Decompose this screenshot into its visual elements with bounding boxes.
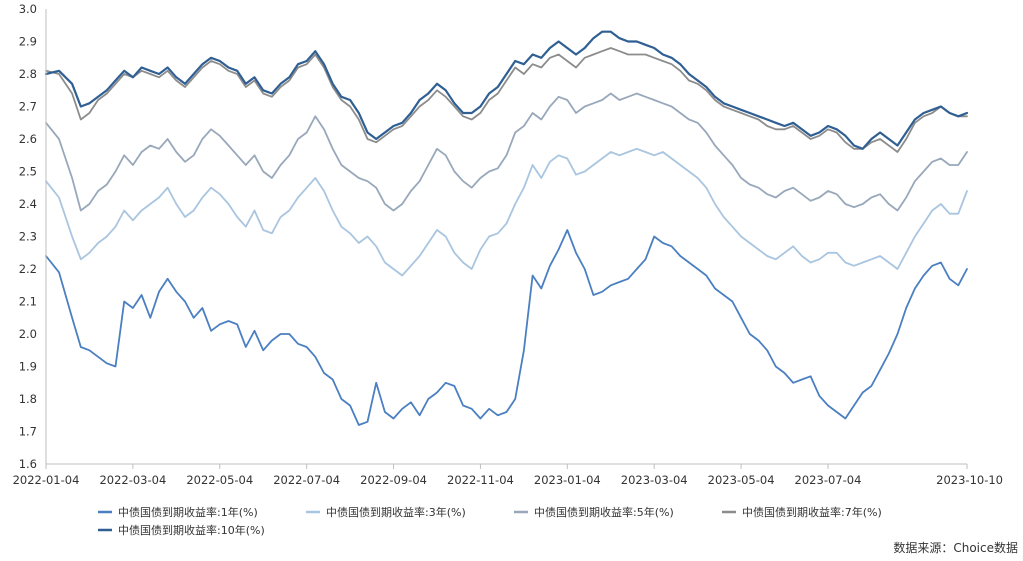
y-tick-label: 2.3 [19,230,37,244]
legend-label: 中债国债到期收益率:5年(%) [534,505,674,519]
legend-item-5: 中债国债到期收益率:10年(%) [98,523,265,537]
y-tick-label: 1.6 [19,457,37,471]
y-tick-label: 2.9 [19,35,37,49]
y-tick-label: 2.7 [19,100,37,114]
x-tick-label: 2022-05-04 [186,473,253,487]
source-note: 数据来源：Choice数据 [893,540,1018,555]
series-line-2 [45,147,968,277]
y-tick-label: 2.0 [19,327,37,341]
series-line-5 [44,30,969,150]
x-tick-label: 2023-05-04 [708,473,775,487]
y-tick-label: 2.2 [19,262,37,276]
legend-label: 中债国债到期收益率:10年(%) [118,523,265,537]
series-line-1 [45,229,968,426]
y-tick-label: 1.9 [19,360,37,374]
y-tick-label: 2.1 [19,295,37,309]
legend-item-1: 中债国债到期收益率:1年(%) [98,505,258,519]
legend: 中债国债到期收益率:1年(%) 中债国债到期收益率:3年(%) 中债国债到期收益率:… [98,505,882,537]
x-tick-label: 2022-11-04 [447,473,514,487]
y-tick-label: 1.7 [19,425,37,439]
y-tick-label: 2.8 [19,67,37,81]
legend-item-3: 中债国债到期收益率:5年(%) [514,505,674,519]
series-line-3 [45,92,968,212]
y-tick-label: 2.6 [19,132,37,146]
y-tick-label: 2.5 [19,165,37,179]
x-tick-label: 2022-07-04 [273,473,340,487]
x-tick-label: 2023-01-04 [534,473,601,487]
x-tick-label: 2023-07-04 [795,473,862,487]
x-tick-label: 2022-03-04 [99,473,166,487]
x-tick-label: 2023-03-04 [621,473,688,487]
legend-label: 中债国债到期收益率:3年(%) [326,505,466,519]
y-tick-label: 1.8 [19,392,37,406]
legend-label: 中债国债到期收益率:7年(%) [742,505,882,519]
series-line-4 [45,47,968,153]
series-lines [44,30,969,426]
x-tick-label: 2022-09-04 [360,473,427,487]
y-tick-label: 3.0 [19,2,37,16]
legend-item-4: 中债国债到期收益率:7年(%) [722,505,882,519]
legend-item-2: 中债国债到期收益率:3年(%) [306,505,466,519]
axes: 3.0 2.9 2.8 2.7 2.6 2.5 2.4 2.3 2.2 2.1 2.0 1.9 1.8 1… [13,2,1003,487]
x-tick-label: 2022-01-04 [13,473,80,487]
legend-label: 中债国债到期收益率:1年(%) [118,505,258,519]
y-tick-label: 2.4 [19,197,37,211]
x-tick-label: 2023-10-10 [936,473,1003,487]
